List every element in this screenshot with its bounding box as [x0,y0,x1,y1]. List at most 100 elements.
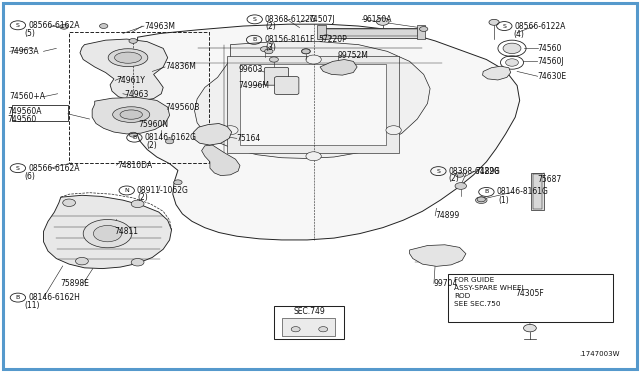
Text: 08566-6162A: 08566-6162A [28,164,79,173]
Text: S: S [502,23,506,29]
Text: B: B [16,295,20,300]
Text: 75164: 75164 [237,134,261,143]
Text: S: S [436,169,440,174]
Text: S: S [253,17,257,22]
Text: 08146-6162G: 08146-6162G [145,133,196,142]
FancyBboxPatch shape [275,77,299,94]
Text: 08566-6122A: 08566-6122A [515,22,566,31]
Text: 749560A: 749560A [8,107,42,116]
Circle shape [306,152,321,161]
Circle shape [455,172,463,177]
Text: 74836M: 74836M [165,62,196,71]
Bar [282,318,335,336]
Text: 08368-6122G: 08368-6122G [449,167,500,176]
Text: 99752M: 99752M [338,51,369,60]
Text: 74811: 74811 [114,227,138,236]
Text: 08566-6162A: 08566-6162A [28,21,79,30]
Text: 749560B: 749560B [165,103,200,112]
Text: 74560J: 74560J [538,57,564,66]
Text: 74996M: 74996M [238,81,269,90]
Bar [531,173,544,210]
Polygon shape [410,245,466,266]
Text: B: B [484,189,488,195]
Circle shape [100,23,108,29]
Text: SEE SEC.750: SEE SEC.750 [454,301,501,307]
Polygon shape [483,66,511,80]
Circle shape [129,132,138,137]
Bar [320,28,422,38]
Circle shape [420,26,428,31]
Text: 08146-6162H: 08146-6162H [28,293,80,302]
Text: (11): (11) [24,301,40,310]
Text: .1747003W: .1747003W [579,351,620,357]
Text: (2): (2) [266,22,276,31]
Circle shape [455,183,467,189]
Text: ROD: ROD [454,293,470,299]
Text: 74507J: 74507J [308,15,335,24]
Circle shape [291,327,300,332]
Text: 74899: 74899 [435,211,460,220]
Text: N: N [124,188,129,193]
Polygon shape [320,60,357,75]
Circle shape [223,126,238,135]
Polygon shape [195,42,430,158]
Text: 75960N: 75960N [138,120,168,129]
Text: 08156-8161F: 08156-8161F [264,35,315,44]
Text: (6): (6) [24,172,35,181]
Circle shape [269,57,278,62]
Text: 08368-6122G: 08368-6122G [265,15,317,24]
Bar [240,64,386,145]
Text: 96150A: 96150A [362,15,392,24]
Circle shape [301,49,310,54]
Text: ASSY-SPARE WHEEL: ASSY-SPARE WHEEL [454,285,526,291]
Bar [227,56,399,153]
Text: (1): (1) [498,196,509,205]
Text: 74963A: 74963A [10,47,39,56]
Text: FOR GUIDE: FOR GUIDE [454,277,495,283]
Circle shape [306,55,321,64]
Circle shape [260,46,269,52]
Circle shape [131,259,144,266]
Text: S: S [16,23,20,28]
Bar [448,274,613,322]
Circle shape [477,197,486,202]
Bar [323,29,418,36]
Bar [12,105,68,121]
Polygon shape [134,24,520,240]
Circle shape [174,180,182,185]
Circle shape [301,49,310,54]
Text: 57220P: 57220P [319,35,348,44]
Circle shape [386,126,401,135]
Text: 74305F: 74305F [515,289,544,298]
Bar [69,32,209,163]
Text: (3): (3) [265,43,276,52]
Bar [417,25,425,39]
Bar [533,174,542,209]
Text: 749560: 749560 [8,115,37,124]
Text: 99704: 99704 [434,279,458,288]
Circle shape [322,35,331,39]
Polygon shape [44,195,172,269]
Text: SEC.749: SEC.749 [293,307,325,316]
Text: 74560: 74560 [538,44,562,53]
Text: B: B [252,37,256,42]
Text: 08911-1062G: 08911-1062G [137,186,189,195]
Polygon shape [193,124,232,145]
Text: 99603: 99603 [238,65,262,74]
Circle shape [83,219,132,248]
Circle shape [376,18,389,25]
Polygon shape [80,39,168,100]
Text: 74560+A: 74560+A [10,92,45,101]
Bar [317,25,326,39]
Text: (5): (5) [24,29,35,38]
Circle shape [166,139,174,144]
Circle shape [76,257,88,265]
Text: 74810DA: 74810DA [117,161,152,170]
Text: (4): (4) [513,30,524,39]
Circle shape [265,49,273,54]
Text: 74630E: 74630E [538,72,567,81]
Text: 74963: 74963 [124,90,148,99]
Circle shape [476,197,487,203]
Text: (2): (2) [448,174,459,183]
Text: B: B [132,135,136,140]
